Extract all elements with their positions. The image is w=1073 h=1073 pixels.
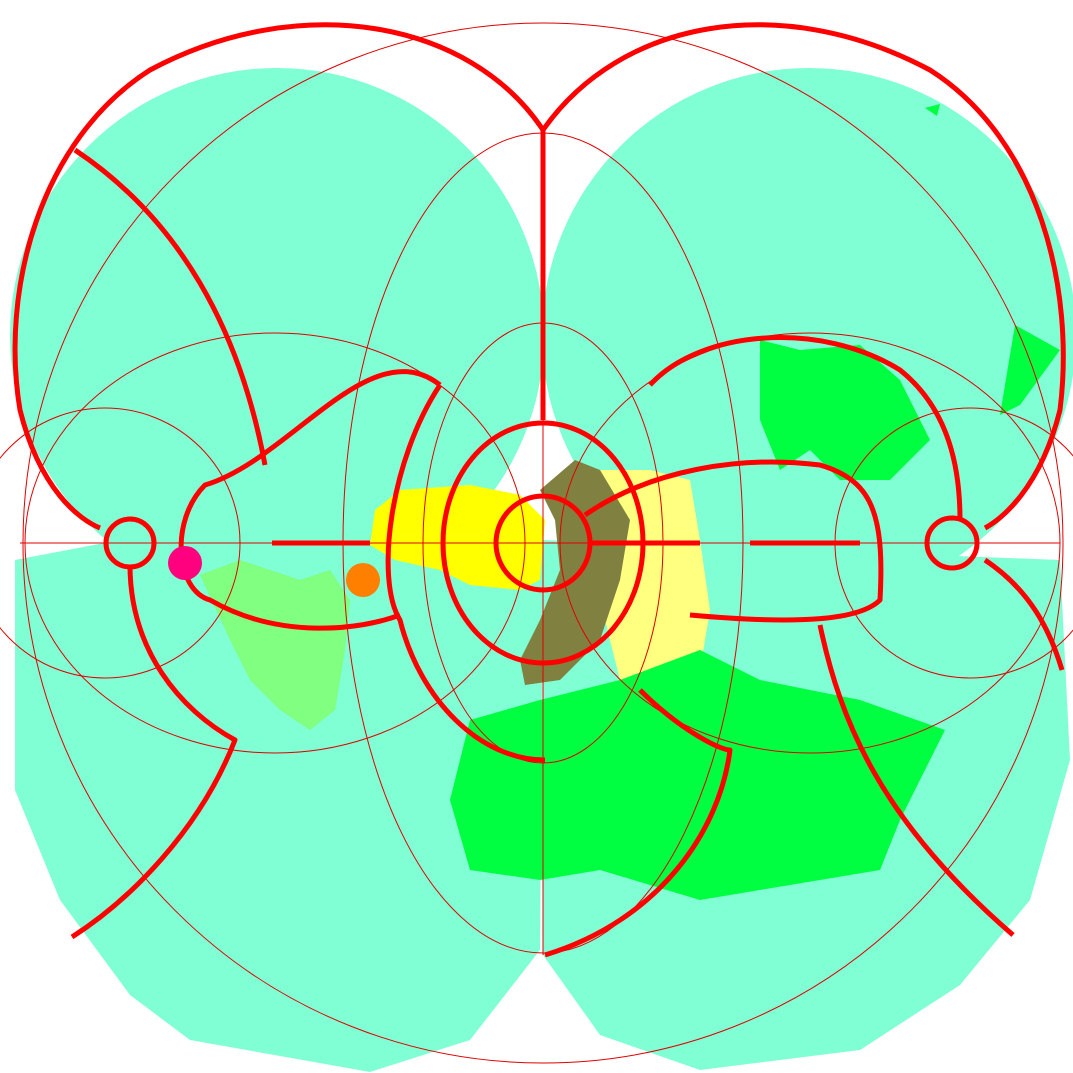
- boundaries: [12, 22, 1066, 958]
- marker: [346, 563, 380, 597]
- land: [200, 104, 1060, 900]
- markers: [168, 546, 380, 597]
- marker: [168, 546, 202, 580]
